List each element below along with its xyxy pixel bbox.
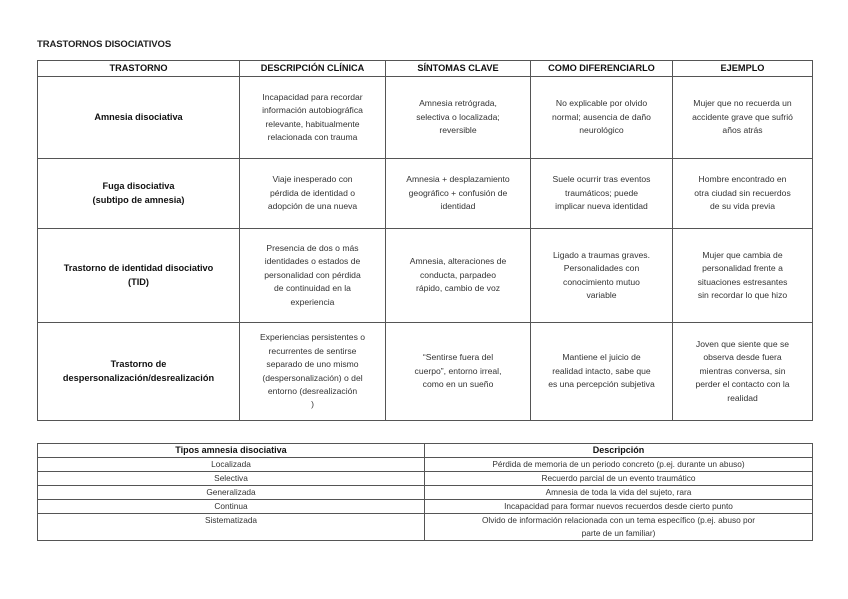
- table-row: Generalizada Amnesia de toda la vida del…: [37, 485, 813, 500]
- differentiation: Suele ocurrir tras eventos traumáticos; …: [530, 158, 673, 229]
- header-descripcion: DESCRIPCIÓN CLÍNICA: [239, 60, 386, 77]
- amnesia-description: Pérdida de memoria de un periodo concret…: [424, 457, 813, 472]
- disorder-name: Amnesia disociativa: [37, 76, 240, 159]
- header-diferenciar: COMO DIFERENCIARLO: [530, 60, 673, 77]
- amnesia-type: Localizada: [37, 457, 425, 472]
- amnesia-type: Sistematizada: [37, 513, 425, 541]
- table-header-row: Tipos amnesia disociativa Descripción: [37, 443, 813, 458]
- amnesia-type: Generalizada: [37, 485, 425, 500]
- clinical-description: Viaje inesperado con pérdida de identida…: [239, 158, 386, 229]
- header-trastorno: TRASTORNO: [37, 60, 240, 77]
- header-tipos: Tipos amnesia disociativa: [37, 443, 425, 458]
- differentiation: Ligado a traumas graves. Personalidades …: [530, 228, 673, 323]
- example: Mujer que no recuerda un accidente grave…: [672, 76, 813, 159]
- amnesia-type: Continua: [37, 499, 425, 514]
- key-symptoms: Amnesia + desplazamiento geográfico + co…: [385, 158, 531, 229]
- amnesia-description: Olvido de información relacionada con un…: [424, 513, 813, 541]
- table-row: Localizada Pérdida de memoria de un peri…: [37, 457, 813, 472]
- table-row: Amnesia disociativa Incapacidad para rec…: [37, 76, 813, 159]
- disorder-name: Fuga disociativa (subtipo de amnesia): [37, 158, 240, 229]
- key-symptoms: Amnesia, alteraciones de conducta, parpa…: [385, 228, 531, 323]
- table-row: Selectiva Recuerdo parcial de un evento …: [37, 471, 813, 486]
- header-descripcion: Descripción: [424, 443, 813, 458]
- table-row: Trastorno de despersonalización/desreali…: [37, 322, 813, 421]
- clinical-description: Presencia de dos o más identidades o est…: [239, 228, 386, 323]
- differentiation: No explicable por olvido normal; ausenci…: [530, 76, 673, 159]
- amnesia-description: Recuerdo parcial de un evento traumático: [424, 471, 813, 486]
- table-row: Fuga disociativa (subtipo de amnesia) Vi…: [37, 158, 813, 229]
- amnesia-type: Selectiva: [37, 471, 425, 486]
- amnesia-types-table: Tipos amnesia disociativa Descripción Lo…: [37, 443, 813, 541]
- amnesia-description: Incapacidad para formar nuevos recuerdos…: [424, 499, 813, 514]
- clinical-description: Incapacidad para recordar información au…: [239, 76, 386, 159]
- table-row: Continua Incapacidad para formar nuevos …: [37, 499, 813, 514]
- dissociative-disorders-table: TRASTORNO DESCRIPCIÓN CLÍNICA SÍNTOMAS C…: [37, 60, 813, 421]
- table-row: Trastorno de identidad disociativo (TID)…: [37, 228, 813, 323]
- disorder-name: Trastorno de identidad disociativo (TID): [37, 228, 240, 323]
- header-sintomas: SÍNTOMAS CLAVE: [385, 60, 531, 77]
- example: Hombre encontrado en otra ciudad sin rec…: [672, 158, 813, 229]
- key-symptoms: Amnesia retrógrada, selectiva o localiza…: [385, 76, 531, 159]
- disorder-name: Trastorno de despersonalización/desreali…: [37, 322, 240, 421]
- example: Mujer que cambia de personalidad frente …: [672, 228, 813, 323]
- clinical-description: Experiencias persistentes o recurrentes …: [239, 322, 386, 421]
- document-title: TRASTORNOS DISOCIATIVOS: [37, 39, 172, 50]
- header-ejemplo: EJEMPLO: [672, 60, 813, 77]
- differentiation: Mantiene el juicio de realidad intacto, …: [530, 322, 673, 421]
- example: Joven que siente que se observa desde fu…: [672, 322, 813, 421]
- amnesia-description: Amnesia de toda la vida del sujeto, rara: [424, 485, 813, 500]
- key-symptoms: “Sentirse fuera del cuerpo”, entorno irr…: [385, 322, 531, 421]
- table-row: Sistematizada Olvido de información rela…: [37, 513, 813, 541]
- table-header-row: TRASTORNO DESCRIPCIÓN CLÍNICA SÍNTOMAS C…: [37, 60, 813, 77]
